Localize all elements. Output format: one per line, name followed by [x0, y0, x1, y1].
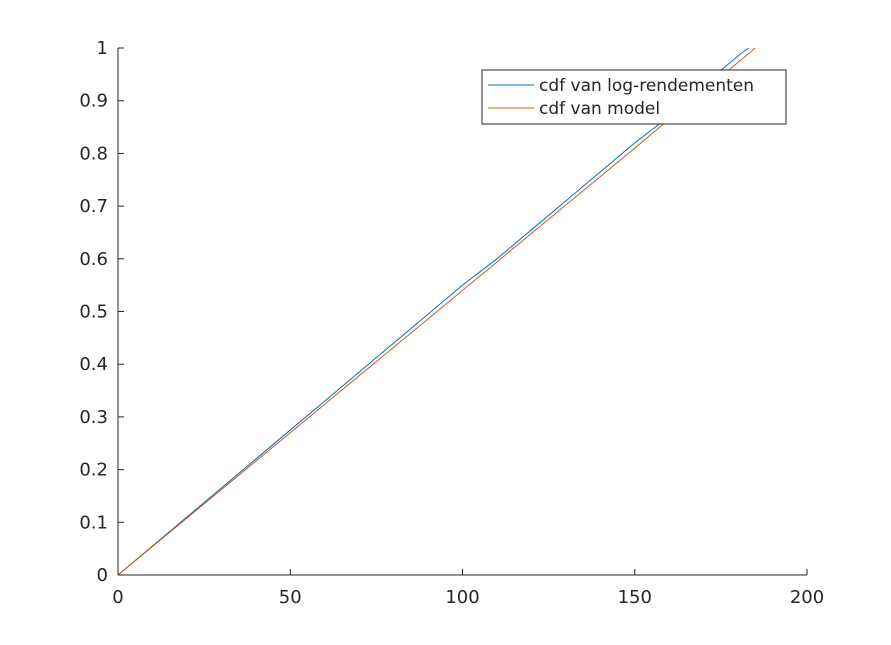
x-tick-label: 50 — [279, 587, 302, 608]
legend: cdf van log-rendementen cdf van model — [481, 69, 787, 125]
plot-area — [118, 48, 807, 575]
legend-label: cdf van model — [539, 99, 660, 119]
x-tick-label: 0 — [112, 587, 123, 608]
x-tick-label: 150 — [618, 587, 652, 608]
y-tick-label: 0.5 — [79, 302, 108, 323]
legend-box — [481, 69, 787, 125]
y-tick-label: 1 — [97, 38, 108, 59]
y-tick-label: 0.6 — [79, 249, 108, 270]
y-tick-label: 0.2 — [79, 460, 108, 481]
y-tick-label: 0.3 — [79, 407, 108, 428]
y-tick-label: 0.1 — [79, 512, 108, 533]
x-tick-label: 100 — [445, 587, 479, 608]
y-tick-label: 0.9 — [79, 91, 108, 112]
y-tick-label: 0.4 — [79, 354, 108, 375]
y-tick-label: 0 — [97, 565, 108, 586]
legend-label: cdf van log-rendementen — [539, 76, 754, 96]
y-tick-label: 0.8 — [79, 143, 108, 164]
y-tick-label: 0.7 — [79, 196, 108, 217]
axes-layer: 0 50 100 150 200 0 0.1 0.2 0.3 0.4 0.5 0.6 0.7 0.8 0.9… — [79, 38, 824, 608]
x-tick-label: 200 — [790, 587, 824, 608]
